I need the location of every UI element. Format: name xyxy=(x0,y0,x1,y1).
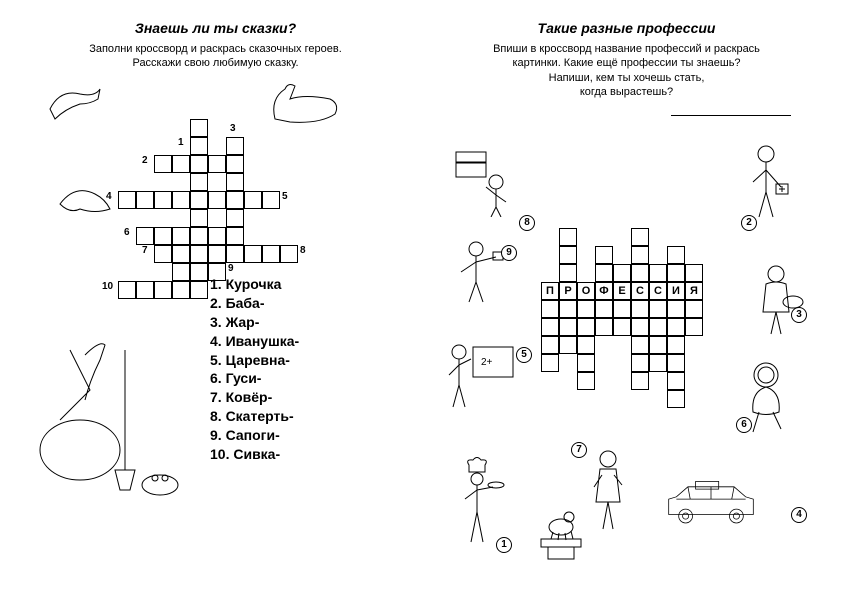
clue-7: 7. Ковёр- xyxy=(210,388,299,407)
left-subtitle: Заполни кроссворд и раскрась сказочных г… xyxy=(30,42,401,71)
right-sub3: Напиши, кем ты хочешь стать, xyxy=(549,72,705,84)
left-panel: Знаешь ли ты сказки? Заполни кроссворд и… xyxy=(30,20,401,575)
bird-icon xyxy=(50,179,120,229)
circ-7: 7 xyxy=(571,442,587,458)
clue-8: 8. Скатерть- xyxy=(210,407,299,426)
witch-scene-icon xyxy=(30,290,200,500)
left-clue-list: 1. Курочка 2. Баба- 3. Жар- 4. Иванушка-… xyxy=(210,275,299,464)
clue-5: 5. Царевна- xyxy=(210,351,299,370)
letter-1: Р xyxy=(559,282,577,300)
circ-2: 2 xyxy=(741,215,757,231)
num-8: 8 xyxy=(300,245,306,256)
circ-1: 1 xyxy=(496,537,512,553)
num-1: 1 xyxy=(178,137,184,148)
swan-icon xyxy=(260,74,350,134)
num-6: 6 xyxy=(124,227,130,238)
circ-8: 8 xyxy=(519,215,535,231)
circ-5: 5 xyxy=(516,347,532,363)
svg-text:2+: 2+ xyxy=(481,357,493,368)
num-4: 4 xyxy=(106,191,112,202)
letter-7: И xyxy=(667,282,685,300)
doctor-icon xyxy=(741,142,796,222)
letter-3: Ф xyxy=(595,282,613,300)
clue-3: 3. Жар- xyxy=(210,313,299,332)
painter-icon xyxy=(451,237,506,307)
dog-icon xyxy=(541,497,581,542)
letter-2: О xyxy=(577,282,595,300)
chef-icon xyxy=(451,457,506,547)
circ-9: 9 xyxy=(501,245,517,261)
right-title: Такие разные профессии xyxy=(441,20,812,36)
left-title: Знаешь ли ты сказки? xyxy=(30,20,401,36)
goose-icon xyxy=(40,79,110,129)
clue-10: 10. Сивка- xyxy=(210,445,299,464)
num-5: 5 xyxy=(282,191,288,202)
left-sub2: Расскажи свою любимую сказку. xyxy=(132,57,298,69)
right-subtitle: Впиши в кроссворд название профессий и р… xyxy=(441,42,812,99)
clue-9: 9. Сапоги- xyxy=(210,426,299,445)
letter-5: С xyxy=(631,282,649,300)
taxi-icon xyxy=(661,477,761,532)
left-sub1: Заполни кроссворд и раскрась сказочных г… xyxy=(89,43,342,55)
builder-icon xyxy=(451,147,511,217)
letter-8: Я xyxy=(685,282,703,300)
clue-1: 1. Курочка xyxy=(210,275,299,294)
seller-icon xyxy=(751,262,806,337)
clue-4: 4. Иванушка- xyxy=(210,332,299,351)
num-9: 9 xyxy=(228,263,234,274)
right-sub2: картинки. Какие ещё профессии ты знаешь? xyxy=(512,57,740,69)
num-2: 2 xyxy=(142,155,148,166)
letter-4: Е xyxy=(613,282,631,300)
right-panel: Такие разные профессии Впиши в кроссворд… xyxy=(441,20,812,575)
circ-4: 4 xyxy=(791,507,807,523)
pedestal-icon xyxy=(536,537,586,562)
num-7: 7 xyxy=(142,245,148,256)
letter-0: П xyxy=(541,282,559,300)
girl-icon xyxy=(586,447,631,532)
clue-6: 6. Гуси- xyxy=(210,369,299,388)
letter-6: С xyxy=(649,282,667,300)
clue-2: 2. Баба- xyxy=(210,294,299,313)
num-3: 3 xyxy=(230,123,236,134)
right-sub1: Впиши в кроссворд название профессий и р… xyxy=(493,43,760,55)
teacher-icon: 2+ xyxy=(441,337,516,412)
right-crossword: 2+ 8 9 2 3 5 6 7 1 4 П Р О Ф Е С С И xyxy=(441,107,812,527)
right-sub4: когда вырастешь? xyxy=(580,86,673,98)
